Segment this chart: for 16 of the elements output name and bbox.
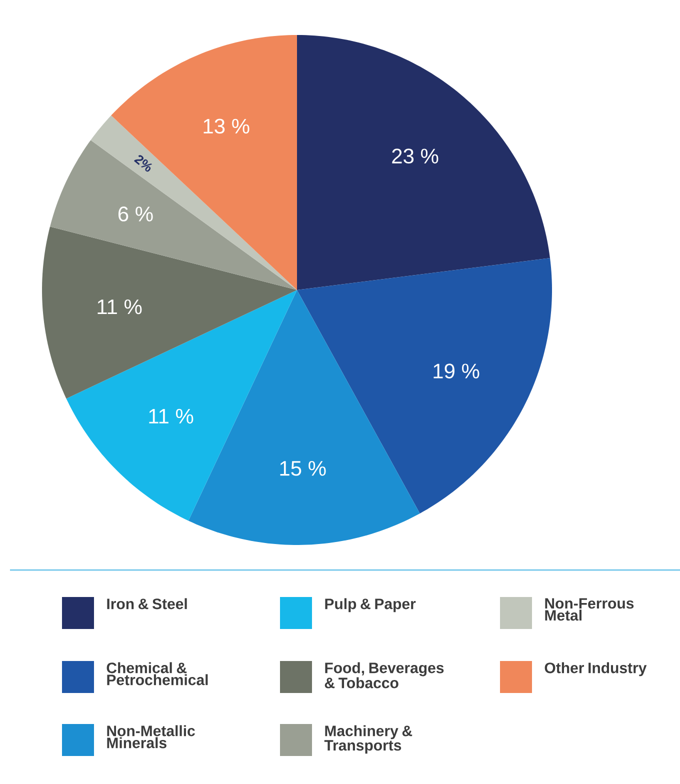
legend-label: Iron & Steel: [107, 598, 187, 610]
data-label: 13 %: [204, 118, 250, 134]
data-label: 15 %: [280, 461, 326, 476]
legend-label: Non-Metallic Minerals: [107, 725, 195, 748]
legend-label: Non-Ferrous Metal: [545, 598, 634, 621]
legend-label: Food, Beverages & Tobacco: [324, 662, 444, 688]
data-label: 2%: [134, 155, 152, 172]
legend-label: Pulp & Paper: [325, 598, 416, 612]
legend-label: Other Industry: [544, 662, 647, 676]
legend-label: Machinery & Transports: [324, 725, 412, 754]
legend-label: Chemical & Petrochemical: [106, 662, 208, 686]
data-label: 23 %: [392, 148, 438, 164]
data-label: 11 %: [149, 408, 194, 424]
data-label: 11 %: [98, 299, 142, 314]
data-label: 6 %: [118, 206, 153, 222]
data-label: 19 %: [434, 364, 480, 378]
